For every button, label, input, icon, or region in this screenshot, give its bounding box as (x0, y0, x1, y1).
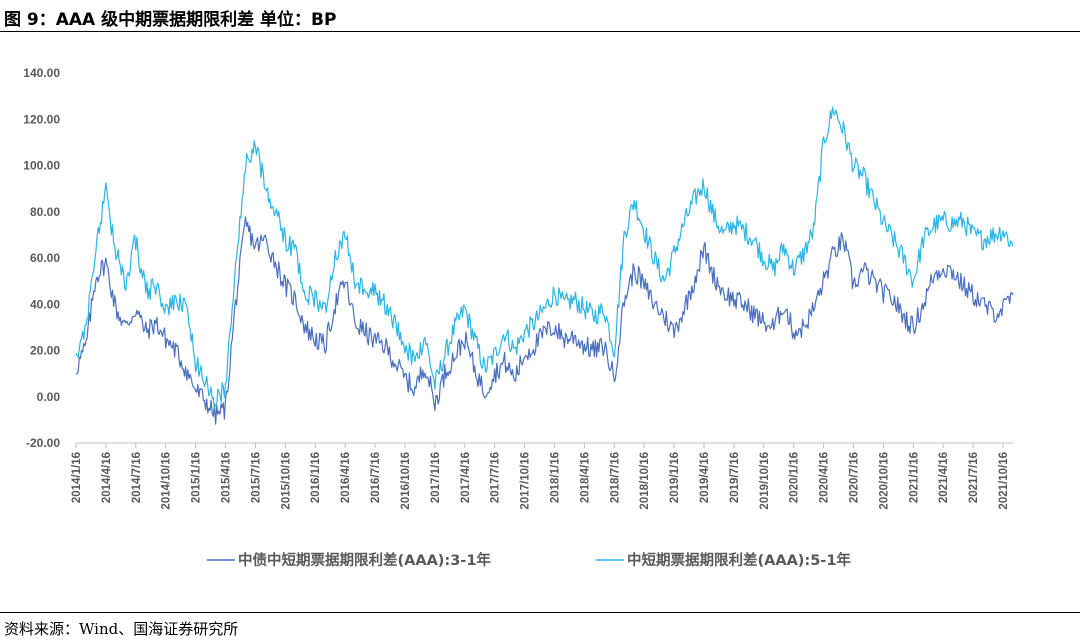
x-tick-label: 2019/4/16 (699, 452, 711, 503)
x-tick-label: 2014/7/16 (131, 452, 143, 503)
chart-legend: 中债中短期票据期限利差(AAA):3-1年 中短期票据期限利差(AAA):5-1年 (207, 551, 851, 569)
x-tick-label: 2015/1/16 (191, 452, 203, 503)
x-tick-label: 2014/10/16 (161, 452, 173, 510)
y-tick-label: 60.00 (30, 251, 60, 265)
x-tick-label: 2015/10/16 (280, 452, 292, 510)
bottom-divider (0, 612, 1080, 613)
y-tick-label: 120.00 (23, 112, 60, 126)
chart-axes: -20.00 0.00 20.00 40.00 60.00 80.00 100.00 120.… (23, 66, 1013, 510)
legend-label-1: 中债中短期票据期限利差(AAA):3-1年 (238, 551, 491, 569)
x-tick-label: 2018/10/16 (639, 452, 651, 510)
x-tick-label: 2016/10/16 (400, 452, 412, 510)
x-tick-label: 2014/4/16 (101, 452, 113, 503)
x-tick-label: 2017/10/16 (520, 452, 532, 510)
x-tick-label: 2021/10/16 (998, 452, 1010, 510)
x-tick-label: 2019/7/16 (729, 452, 741, 503)
x-tick-label: 2016/4/16 (340, 452, 352, 503)
x-tick-label: 2019/1/16 (669, 452, 681, 503)
series-line-2 (75, 106, 1014, 410)
source-note: 资料来源：Wind、国海证券研究所 (4, 620, 239, 638)
x-tick-label: 2020/10/16 (878, 452, 890, 510)
top-divider (0, 31, 1080, 32)
x-tick-label: 2017/1/16 (430, 452, 442, 503)
plot-area (75, 106, 1014, 425)
x-tick-label: 2018/1/16 (549, 452, 561, 503)
x-tick-label: 2016/1/16 (310, 452, 322, 503)
y-tick-label: 40.00 (30, 297, 60, 311)
legend-label-2: 中短期票据期限利差(AAA):5-1年 (627, 551, 851, 569)
x-tick-label: 2018/7/16 (609, 452, 621, 503)
y-tick-label: 20.00 (30, 344, 60, 358)
x-tick-label: 2021/4/16 (938, 452, 950, 503)
y-tick-label: 80.00 (30, 205, 60, 219)
x-tick-label: 2014/1/16 (71, 452, 83, 503)
line-chart: -20.00 0.00 20.00 40.00 60.00 80.00 100.00 120.… (23, 66, 1014, 569)
x-tick-label: 2021/1/16 (908, 452, 920, 503)
x-tick-label: 2017/4/16 (460, 452, 472, 503)
x-tick-label: 2020/4/16 (819, 452, 831, 503)
x-tick-label: 2017/7/16 (490, 452, 502, 503)
y-tick-label: 140.00 (23, 66, 60, 80)
series-line-1 (76, 216, 1014, 425)
x-tick-label: 2015/4/16 (221, 452, 233, 503)
x-tick-label: 2015/7/16 (250, 452, 262, 503)
chart-title: 图 9：AAA 级中期票据期限利差 单位：BP (4, 10, 337, 30)
x-tick-label: 2018/4/16 (579, 452, 591, 503)
y-tick-label: -20.00 (26, 436, 60, 450)
x-tick-label: 2021/7/16 (968, 452, 980, 503)
y-tick-label: 100.00 (23, 159, 60, 173)
y-tick-label: 0.00 (37, 390, 61, 404)
chart-header: 图 9：AAA 级中期票据期限利差 单位：BP (0, 0, 1080, 32)
x-tick-label: 2020/7/16 (849, 452, 861, 503)
x-tick-label: 2020/1/16 (789, 452, 801, 503)
x-tick-label: 2016/7/16 (370, 452, 382, 503)
x-tick-label: 2019/10/16 (759, 452, 771, 510)
